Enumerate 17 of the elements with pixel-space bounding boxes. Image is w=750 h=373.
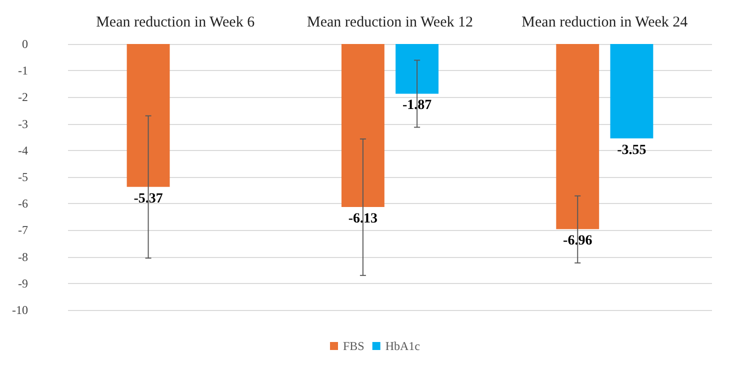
y-tick-label: -1 — [18, 64, 28, 78]
y-tick-label: -10 — [12, 303, 28, 317]
x-tick-label: Mean reduction in Week 6 — [96, 14, 256, 30]
legend-label: FBS — [342, 339, 364, 353]
y-tick-label: -4 — [18, 143, 28, 158]
y-tick-label: -8 — [18, 250, 28, 264]
y-tick-label: -5 — [18, 170, 28, 184]
y-tick-label: -2 — [18, 90, 28, 104]
y-tick-label: -6 — [18, 196, 28, 211]
y-tick-label: -7 — [18, 223, 28, 238]
x-tick-label: Mean reduction in Week 12 — [307, 14, 473, 30]
y-tick-label: -3 — [18, 116, 28, 131]
legend-label: HbA1c — [385, 339, 420, 353]
y-tick-label: 0 — [22, 37, 28, 51]
x-tick-label: Mean reduction in Week 24 — [522, 14, 688, 30]
data-label: -3.55 — [617, 142, 646, 158]
y-tick-label: -9 — [18, 276, 28, 290]
